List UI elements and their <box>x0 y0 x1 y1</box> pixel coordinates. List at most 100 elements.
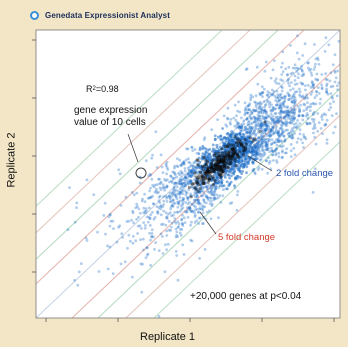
data-point <box>282 102 286 106</box>
data-point <box>170 192 174 196</box>
data-point <box>257 119 261 123</box>
data-point <box>335 112 338 116</box>
core-point <box>206 167 210 172</box>
data-point <box>306 116 310 120</box>
data-point <box>279 110 283 114</box>
data-point <box>235 208 239 212</box>
data-point <box>216 167 219 171</box>
core-point <box>222 160 226 165</box>
core-point <box>210 166 214 170</box>
core-point <box>207 170 211 174</box>
data-point <box>186 216 190 219</box>
core-point <box>232 151 236 155</box>
data-point <box>174 181 178 185</box>
core-point <box>207 176 212 180</box>
data-point <box>277 121 280 125</box>
data-point <box>286 73 289 77</box>
data-point <box>318 102 322 105</box>
data-point <box>275 103 279 107</box>
core-point <box>206 169 210 173</box>
core-point <box>244 146 248 150</box>
data-point <box>337 81 341 85</box>
data-point <box>127 219 131 223</box>
data-point <box>275 89 279 93</box>
data-point <box>253 171 257 175</box>
core-point <box>213 164 218 168</box>
data-point <box>287 98 290 101</box>
data-point <box>333 71 337 74</box>
data-point <box>309 102 313 106</box>
core-point <box>200 178 204 182</box>
data-point <box>237 126 241 129</box>
data-point <box>279 102 282 106</box>
data-point <box>96 230 99 234</box>
data-point <box>280 96 284 100</box>
core-point <box>233 146 237 150</box>
data-point <box>161 205 165 209</box>
data-point <box>188 207 192 210</box>
core-point <box>211 177 215 181</box>
data-point <box>196 198 200 202</box>
core-point <box>232 143 236 147</box>
data-point <box>267 137 271 141</box>
data-point <box>279 115 283 119</box>
data-point <box>259 126 263 130</box>
data-point <box>302 72 305 76</box>
data-point <box>258 123 262 126</box>
data-point <box>271 118 275 121</box>
data-point <box>328 102 332 106</box>
data-point <box>258 143 262 147</box>
data-point <box>270 103 273 107</box>
data-point <box>223 174 226 178</box>
data-point <box>317 92 321 95</box>
data-point <box>181 224 185 227</box>
data-point <box>260 106 264 110</box>
data-point <box>163 270 167 274</box>
core-point <box>204 163 208 167</box>
data-point <box>300 64 303 68</box>
data-point <box>169 174 173 178</box>
data-point <box>252 108 255 112</box>
data-point <box>202 190 205 194</box>
data-point <box>258 152 262 156</box>
data-point <box>324 78 328 81</box>
core-point <box>223 165 227 169</box>
data-point <box>298 128 302 132</box>
data-point <box>281 102 285 106</box>
data-point <box>159 153 163 157</box>
data-point <box>292 108 296 111</box>
data-point <box>190 182 194 186</box>
data-point <box>243 152 247 155</box>
data-point <box>138 224 142 228</box>
data-point <box>280 132 284 136</box>
data-point <box>257 147 260 150</box>
data-point <box>251 125 254 129</box>
data-point <box>278 98 282 102</box>
data-point <box>239 143 243 147</box>
data-point <box>161 186 165 190</box>
data-point <box>107 215 111 219</box>
data-point <box>313 65 317 69</box>
data-point <box>184 176 188 180</box>
data-point <box>210 204 214 208</box>
core-point <box>236 137 240 141</box>
data-point <box>185 147 189 151</box>
data-point <box>79 262 83 265</box>
data-point <box>253 129 256 133</box>
data-point <box>198 190 202 194</box>
data-point <box>258 158 262 162</box>
data-point <box>261 114 265 118</box>
data-point <box>279 109 283 113</box>
core-point <box>222 153 226 157</box>
data-point <box>258 106 261 109</box>
data-point <box>226 116 229 120</box>
core-point <box>239 143 244 147</box>
data-point <box>280 145 283 149</box>
data-point <box>84 236 88 240</box>
data-point <box>149 213 153 217</box>
data-point <box>285 121 289 124</box>
core-point <box>208 167 212 171</box>
data-point <box>175 210 179 214</box>
data-point <box>258 152 261 156</box>
core-point <box>224 155 228 159</box>
